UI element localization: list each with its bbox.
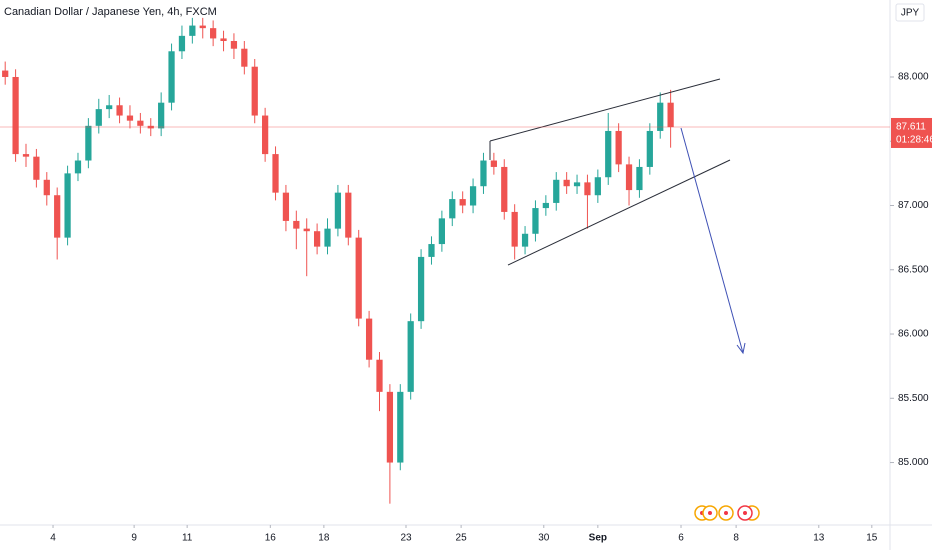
candle-body (178, 35, 186, 52)
candle-body (521, 233, 529, 247)
x-tick-label: 15 (866, 533, 878, 544)
x-tick-label: 4 (50, 533, 56, 544)
x-tick-label: 13 (813, 533, 825, 544)
y-tick-label: 87.000 (898, 200, 929, 211)
candle-body (594, 177, 601, 196)
candle-body (85, 125, 92, 161)
candle-body (199, 25, 206, 29)
x-tick-label: Sep (589, 533, 607, 544)
event-icons[interactable] (694, 505, 760, 521)
y-tick-label: 85.500 (898, 393, 929, 404)
candle-body (532, 208, 539, 234)
channel-top[interactable] (489, 78, 721, 142)
candle-body (262, 115, 269, 155)
candle-body (428, 244, 435, 257)
candle-body (303, 228, 310, 232)
candle-body (449, 199, 456, 219)
y-tick-label: 88.000 (898, 72, 929, 83)
candle-body (64, 173, 71, 238)
x-tick-label: 11 (182, 533, 193, 544)
candle-body (407, 321, 414, 392)
candle-body (605, 130, 612, 178)
candle-body (168, 51, 175, 103)
candle-body (657, 102, 664, 131)
x-tick-label: 16 (265, 533, 277, 544)
x-tick-label: 6 (678, 533, 684, 544)
candle-body (553, 179, 560, 203)
candle-body (542, 202, 549, 209)
candle-body (313, 231, 321, 247)
candle-body (106, 105, 113, 110)
candle-body (210, 28, 217, 39)
candle-body (116, 105, 123, 116)
arrow-line[interactable] (680, 127, 744, 354)
currency-box[interactable] (895, 3, 925, 22)
candle-body (386, 391, 394, 463)
candle-body (126, 115, 134, 121)
currency: JPY (901, 8, 920, 19)
candle-body (22, 154, 30, 157)
chart-title: Canadian Dollar / Japanese Yen, 4h, FXCM (4, 6, 217, 18)
candle-body (459, 199, 466, 206)
candle-body (573, 182, 581, 187)
candle-body (189, 25, 196, 36)
candle-body (137, 120, 144, 126)
candle-body (220, 38, 227, 41)
y-tick-label: 85.000 (898, 457, 929, 468)
candle-body (376, 359, 383, 392)
candle-body (241, 48, 248, 67)
candle-body (636, 166, 643, 191)
candle-body (74, 160, 82, 174)
countdown: 01:28:46 (896, 135, 932, 146)
candle-body (54, 195, 61, 238)
candle-body (355, 237, 362, 319)
arrow-head (736, 342, 746, 355)
last-price-box (891, 117, 932, 148)
last-price-label: 87.611 (896, 122, 926, 133)
candle-body (615, 130, 622, 165)
x-tick-label: 8 (733, 533, 739, 544)
candle-body (293, 220, 300, 229)
y-tick-label: 86.000 (898, 329, 929, 340)
candle-body (230, 40, 238, 49)
candle-body (625, 164, 633, 191)
candle-body (345, 192, 352, 238)
candle-body (95, 109, 102, 126)
candle-body (365, 318, 373, 360)
candle-body (12, 76, 19, 155)
x-tick-label: 18 (318, 533, 330, 544)
candle-body (272, 154, 279, 193)
candle-body (501, 166, 508, 212)
candle-body (282, 192, 290, 221)
candle-body (251, 66, 258, 116)
candle-body (667, 102, 674, 128)
candle-body (33, 156, 40, 180)
candle-body (438, 218, 445, 245)
candle-body (480, 160, 487, 187)
candle-body (334, 192, 342, 229)
candle-body (417, 256, 425, 322)
x-tick-label: 23 (400, 533, 412, 544)
x-tick-label: 9 (131, 533, 137, 544)
candle-body (646, 130, 653, 167)
candle-body (2, 70, 9, 77)
candle-body (397, 391, 404, 463)
candle-body (511, 211, 518, 247)
candle-body (563, 179, 570, 187)
candle-body (158, 102, 165, 129)
candle-body (147, 125, 154, 129)
x-tick-label: 25 (456, 533, 468, 544)
candle-body (490, 160, 497, 167)
candle-body (324, 228, 331, 247)
plot (2, 17, 674, 504)
candle-body (469, 186, 477, 206)
x-tick-label: 30 (538, 533, 550, 544)
y-tick-label: 86.500 (898, 264, 929, 275)
candle-body (43, 179, 50, 196)
candle-body (584, 182, 591, 196)
channel-bottom[interactable] (507, 159, 731, 266)
